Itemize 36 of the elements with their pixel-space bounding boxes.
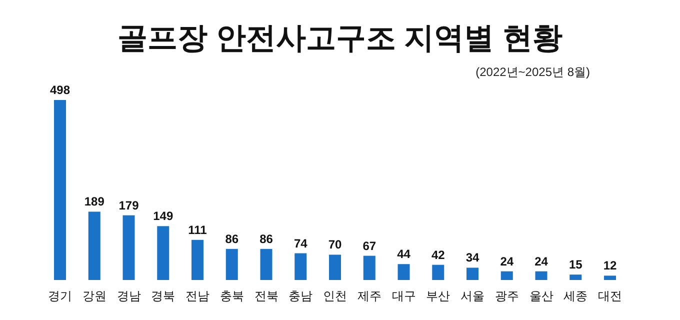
data-label: 149 [153,209,174,224]
data-label: 24 [534,254,548,268]
x-tick-label: 광주 [494,289,519,303]
x-tick-label: 서울 [460,289,484,303]
x-tick-label: 대구 [392,289,416,303]
subtitle: (2022년~2025년 8월) [476,65,590,79]
x-tick-label: 인천 [323,289,347,303]
x-tick-label: 세종 [564,289,588,303]
data-label: 67 [362,238,376,253]
x-tick-label: 전남 [186,289,210,303]
data-label: 12 [603,258,617,273]
x-tick-label: 경북 [151,289,176,303]
x-tick-label: 강원 [82,289,106,303]
data-label: 34 [466,250,480,265]
x-tick-label: 전북 [254,289,278,303]
x-tick-label: 충북 [220,289,244,303]
data-label: 74 [294,236,308,250]
x-tick-label: 부산 [426,289,450,303]
x-tick-label: 대전 [598,289,622,303]
data-label: 86 [260,232,274,246]
x-tick-label: 충남 [288,289,313,303]
data-label: 44 [397,247,411,262]
data-label: 189 [84,194,105,209]
x-tick-label: 울산 [529,289,554,303]
x-tick-label: 제주 [357,289,382,303]
data-label: 42 [431,248,446,262]
x-tick-label: 경남 [116,289,141,303]
data-label: 179 [118,198,140,212]
title: 골프장 안전사고구조 지역별 현황 [118,22,562,55]
data-label: 498 [50,83,70,97]
data-label: 15 [568,258,583,272]
data-label: 86 [225,232,239,246]
x-tick-label: 경기 [48,289,72,303]
data-label: 24 [500,254,514,268]
data-label: 111 [188,222,208,237]
data-label: 70 [328,238,342,252]
